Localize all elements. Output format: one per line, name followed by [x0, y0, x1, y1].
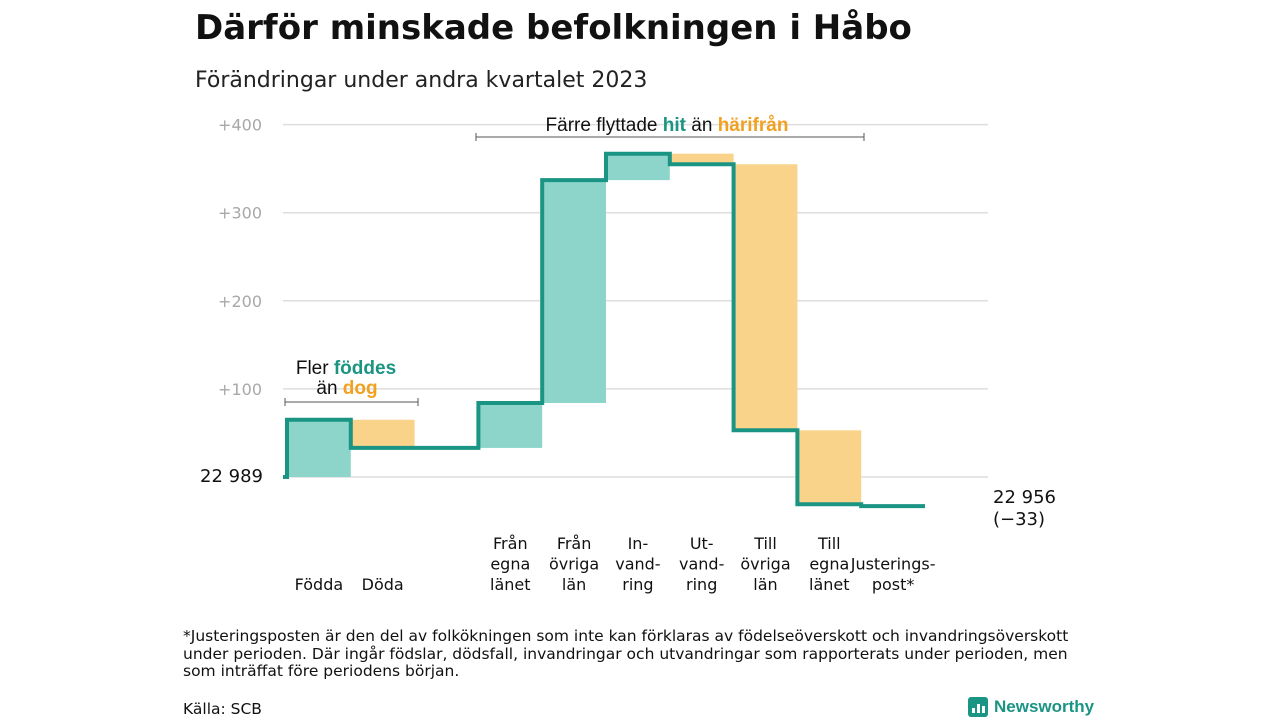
- bar-inflow: [478, 402, 543, 448]
- bar-outflow: [669, 153, 734, 165]
- category-label: Döda: [362, 575, 404, 594]
- bar-outflow: [350, 419, 415, 448]
- category-label: Födda: [295, 575, 344, 594]
- chart-subtitle: Förändringar under andra kvartalet 2023: [195, 68, 648, 93]
- y-tick-label: +100: [218, 380, 262, 399]
- category-label: Ut-vand-ring: [679, 534, 724, 594]
- bar-outflow: [797, 430, 862, 505]
- net-change-label: (−33): [993, 509, 1045, 530]
- migration-annotation: Färre flyttade hit än härifrån: [546, 115, 789, 136]
- start-value-label: 22 989: [200, 466, 263, 487]
- bar-inflow: [606, 153, 670, 181]
- newsworthy-logo-icon: [968, 697, 988, 717]
- bar-outflow: [733, 164, 798, 431]
- category-label: Från övriga län: [549, 534, 599, 594]
- bar-inflow: [542, 180, 606, 403]
- bar-inflow: [287, 419, 351, 477]
- end-value-label: 22 956: [993, 487, 1056, 508]
- newsworthy-brand-text: Newsworthy: [994, 697, 1095, 716]
- category-label: Från egna länet: [490, 534, 531, 594]
- y-tick-label: +300: [218, 204, 262, 223]
- y-tick-label: +200: [218, 292, 262, 311]
- births-annotation-line2: än dog: [316, 378, 377, 399]
- category-label: In-vand-ring: [615, 534, 660, 594]
- source-label: Källa: SCB: [183, 700, 262, 718]
- waterfall-chart: +100 +200 +300 +400 Födda Döda Från egna länet F…: [200, 115, 1056, 595]
- category-label: Justerings-post*: [850, 555, 936, 595]
- category-label: Till egna länet: [809, 534, 850, 594]
- footnote: *Justeringsposten är den del av folkökni…: [183, 627, 1069, 680]
- cumulative-step-line: [283, 151, 925, 509]
- newsworthy-logo: Newsworthy: [968, 697, 1094, 717]
- births-annotation-line1: Fler föddes: [296, 358, 396, 379]
- category-label: Till övriga län: [740, 534, 790, 594]
- chart-title: Därför minskade befolkningen i Håbo: [195, 8, 912, 48]
- y-tick-label: +400: [218, 116, 262, 135]
